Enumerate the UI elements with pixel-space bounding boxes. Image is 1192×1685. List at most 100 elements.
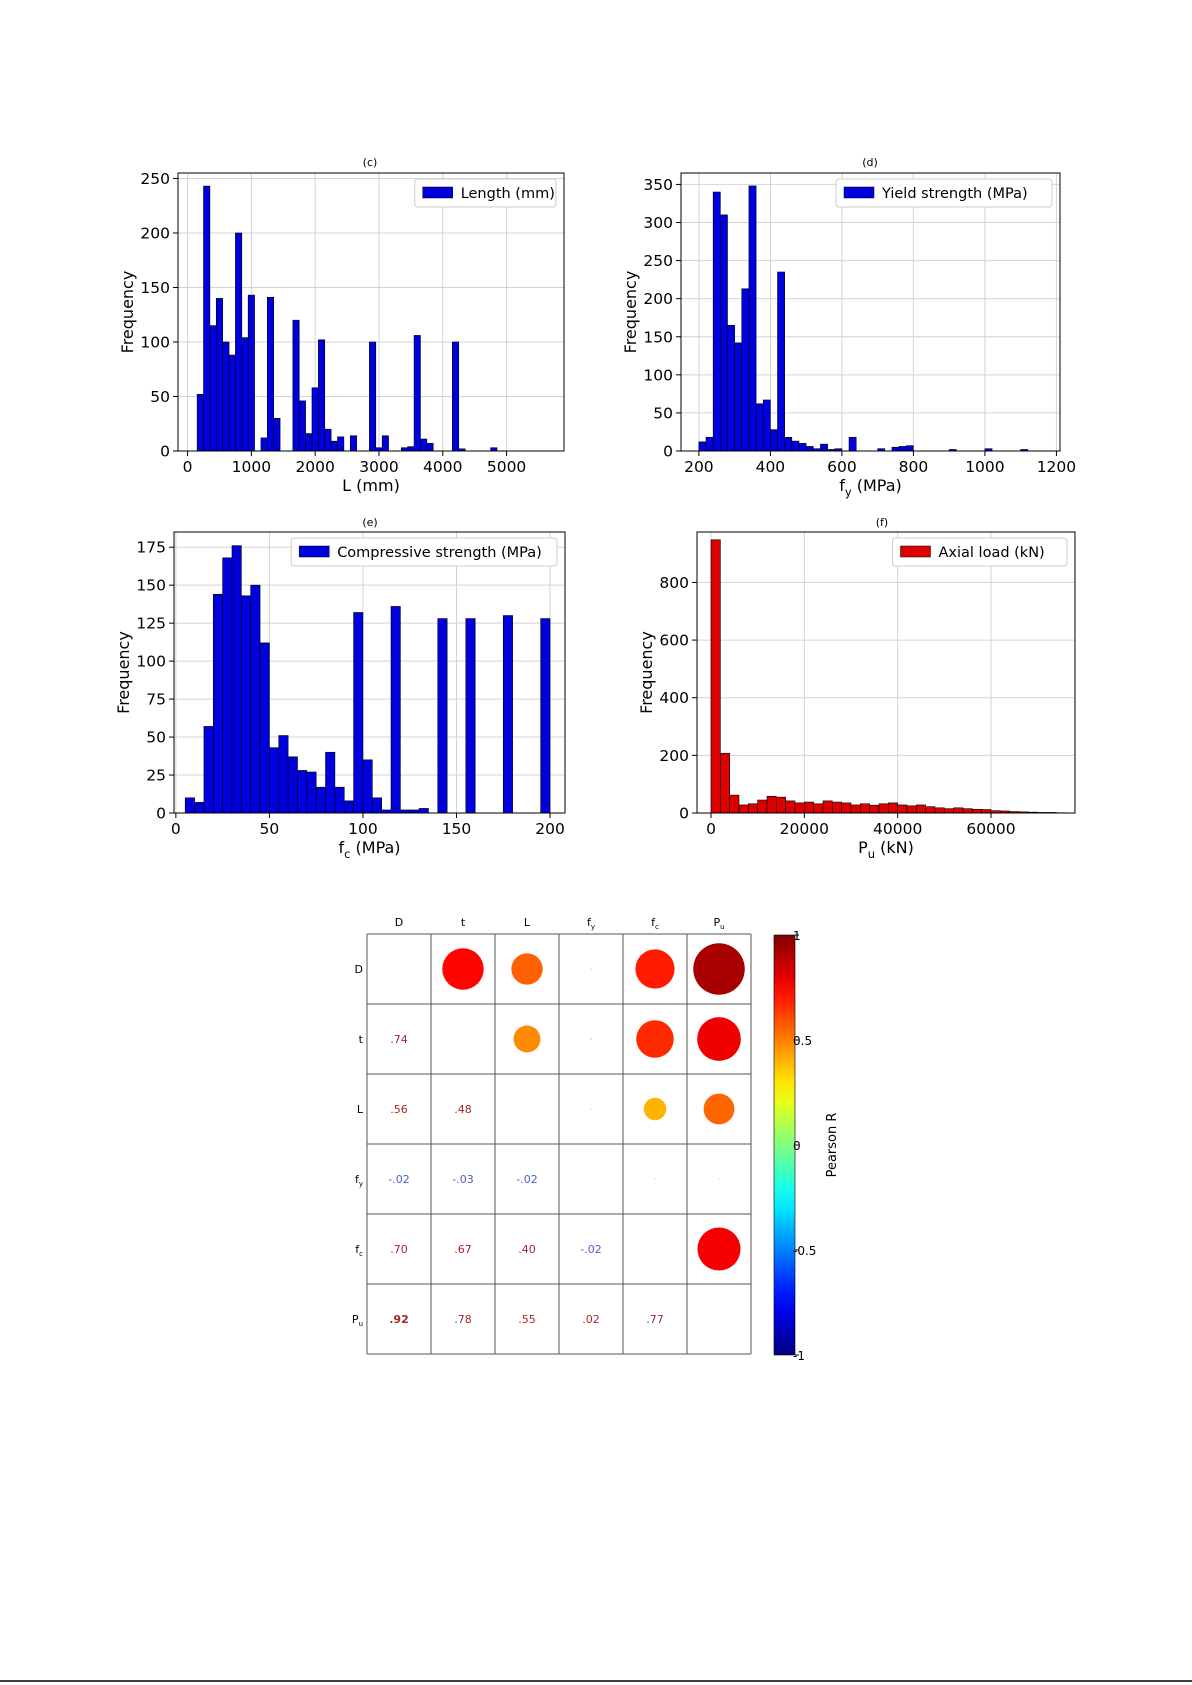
histogram-bar: [698, 441, 707, 452]
histogram-bar: [324, 428, 332, 452]
histogram-bar: [215, 298, 223, 452]
y-tick-label: 250: [643, 252, 673, 270]
x-tick-label: 600: [827, 458, 857, 476]
x-tick-label: 3000: [359, 458, 398, 476]
histogram-axial-load: 0 20000 40000 60000 0 200 400 600 800 (f) Pu (kN) F…: [637, 516, 1076, 861]
legend: Compressive strength (MPa): [290, 537, 558, 567]
histogram-bar: [804, 801, 814, 814]
x-axis-label-sub: y: [845, 485, 852, 499]
plot-area: [697, 532, 1075, 813]
x-tick-label: 200: [535, 820, 565, 838]
histogram-bar: [720, 214, 728, 452]
legend-label: Compressive strength (MPa): [337, 545, 542, 561]
colorbar-tick-label: -1: [793, 1349, 805, 1363]
colorbar-tick-label: 1: [793, 929, 801, 943]
histogram-bar: [916, 804, 926, 814]
x-tick-label: 0: [171, 820, 181, 838]
x-tick-label: 60000: [966, 820, 1015, 838]
y-axis-label: Frequency: [118, 271, 137, 354]
histogram-bar: [306, 771, 317, 814]
histogram-bar: [981, 809, 992, 814]
histogram-bar: [269, 747, 280, 814]
histogram-bar: [413, 335, 421, 452]
histogram-bar: [315, 786, 326, 814]
correlation-circle: [643, 1097, 667, 1121]
y-tick-label: 150: [643, 328, 673, 346]
plot-frame: [696, 531, 1076, 814]
histogram-bar: [228, 354, 236, 452]
histogram-bar: [794, 802, 805, 814]
x-tick-label: 800: [899, 458, 929, 476]
row-header: t: [359, 1033, 364, 1046]
x-axis-label-rest: (kN): [875, 838, 914, 857]
y-tick-label: 100: [643, 366, 673, 384]
histogram-bar: [390, 606, 401, 814]
correlation-value: -.02: [580, 1243, 601, 1256]
y-tick-label: 250: [140, 170, 170, 188]
correlation-circle: [590, 1038, 592, 1040]
legend-box: [835, 178, 1053, 208]
histogram-bar: [298, 400, 306, 452]
histogram-bar: [318, 339, 326, 452]
legend-swatch: [422, 186, 453, 199]
correlation-value: .55: [518, 1313, 536, 1326]
histogram-bar: [267, 296, 275, 452]
histogram-bar: [784, 436, 793, 452]
correlation-value: .77: [646, 1313, 664, 1326]
y-tick-label: 350: [643, 176, 673, 194]
correlation-value: .78: [454, 1313, 472, 1326]
histogram-bar: [888, 802, 898, 814]
histogram-bar: [325, 751, 336, 814]
histogram-bar: [250, 584, 261, 814]
y-tick-label: 100: [136, 653, 166, 671]
histogram-bar: [720, 753, 730, 814]
histogram-bar: [727, 325, 735, 452]
x-tick-label: 0: [183, 458, 193, 476]
y-tick-label: 0: [679, 805, 689, 823]
correlation-value: .74: [390, 1033, 408, 1046]
histogram-bar: [805, 446, 814, 452]
correlation-circle: [590, 1108, 592, 1110]
histogram-bar: [259, 642, 270, 814]
histogram-bar: [292, 319, 300, 452]
histogram-bar: [891, 446, 900, 452]
correlation-circle: [693, 943, 745, 995]
histogram-bar: [860, 803, 870, 814]
y-tick-label: 0: [156, 805, 166, 823]
x-axis-label-rest: (MPa): [852, 476, 902, 495]
row-header: fy: [355, 1173, 363, 1188]
histogram-bar: [287, 756, 298, 814]
histogram-bar: [330, 440, 338, 452]
y-axis-label: Frequency: [621, 271, 640, 354]
histogram-bar: [334, 786, 345, 814]
correlation-circle: [697, 1017, 741, 1061]
x-tick-label: 0: [706, 820, 716, 838]
legend-label: Yield strength (MPa): [881, 186, 1028, 202]
histogram-bar: [748, 185, 757, 452]
correlation-circle: [697, 1227, 741, 1271]
histogram-bar: [741, 288, 750, 452]
histogram-bar: [203, 726, 214, 814]
y-tick-label: 0: [160, 443, 170, 461]
histogram-bar: [848, 436, 857, 452]
column-header: D: [395, 916, 403, 929]
histogram-bar: [196, 394, 204, 452]
y-tick-label: 200: [140, 224, 170, 242]
x-tick-label: 200: [684, 458, 714, 476]
row-header-name: L: [357, 1103, 364, 1116]
histogram-bar: [241, 595, 252, 814]
x-tick-label: 150: [442, 820, 472, 838]
panel-label: (f): [876, 516, 888, 529]
x-axis-label-main: P: [858, 838, 868, 857]
x-tick-label: 50: [260, 820, 280, 838]
column-header-name: t: [461, 916, 466, 929]
x-axis-label-main: f: [839, 476, 845, 495]
histogram-bar: [944, 808, 954, 814]
x-axis-label: fy (MPa): [839, 476, 902, 499]
histogram-bar: [343, 800, 354, 814]
correlation-value: .92: [389, 1313, 409, 1326]
colorbar-tick-label: -0.5: [793, 1244, 816, 1258]
correlation-value: .02: [582, 1313, 600, 1326]
histogram-bar: [381, 435, 389, 452]
histogram-bar: [934, 807, 945, 814]
